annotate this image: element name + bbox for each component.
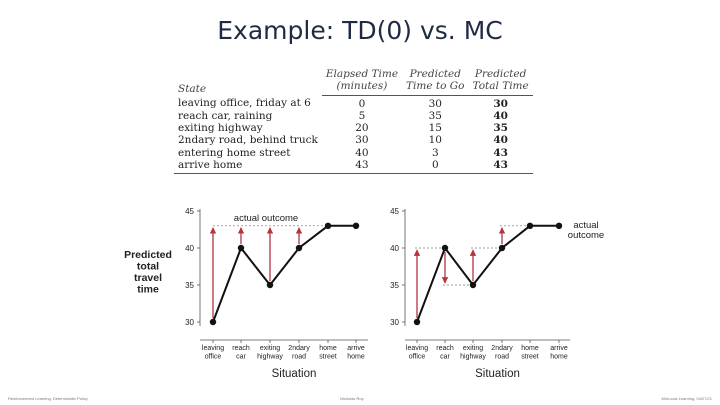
- x-tick-label: home: [347, 354, 365, 361]
- data-point: [441, 244, 449, 252]
- cell-state: exiting highway: [178, 122, 263, 135]
- header-total-line1: Predicted: [474, 68, 527, 80]
- y-tick-label: 30: [185, 318, 194, 327]
- x-axis-label: Situation: [475, 368, 520, 380]
- x-tick-label: office: [409, 354, 426, 361]
- table-row: exiting highway 20 15 35: [174, 122, 533, 134]
- data-point: [237, 244, 245, 252]
- cell-to-go: 3: [431, 146, 439, 159]
- y-axis-label-line: Predicted: [124, 249, 172, 261]
- x-tick-label: road: [292, 354, 306, 361]
- y-axis-label-line: time: [137, 284, 159, 296]
- cell-elapsed: 40: [355, 146, 369, 159]
- cell-elapsed: 20: [355, 122, 369, 135]
- header-elapsed-line1: Elapsed Time: [325, 68, 399, 80]
- prediction-line: [212, 224, 356, 323]
- y-tick-label: 30: [390, 318, 399, 327]
- data-point: [498, 244, 506, 252]
- data-point: [295, 244, 303, 252]
- x-tick-label: exiting: [463, 345, 483, 352]
- data-point: [266, 281, 274, 289]
- prediction-line: [416, 224, 559, 323]
- y-tick-label: 45: [185, 207, 194, 216]
- cell-elapsed: 43: [321, 159, 403, 175]
- cell-total: 40: [493, 109, 508, 122]
- data-point: [209, 318, 217, 326]
- cell-total: 43: [493, 146, 508, 159]
- x-tick-label: 2ndary: [288, 345, 310, 352]
- table-row: reach car, raining 5 35 40: [174, 110, 533, 122]
- x-tick-label: reach: [232, 345, 250, 352]
- y-axis-label-line: total: [137, 261, 159, 273]
- cell-state: arrive home: [174, 159, 322, 175]
- travel-time-table: State Elapsed Time Predicted Predicted (…: [174, 68, 533, 175]
- cell-total: 30: [493, 97, 508, 110]
- cell-elapsed: 0: [358, 97, 366, 110]
- cell-elapsed: 30: [355, 134, 369, 147]
- cell-state: 2ndary road, behind truck: [178, 134, 318, 147]
- x-tick-label: home: [319, 345, 337, 352]
- x-tick-label: reach: [436, 345, 454, 352]
- header-total-line2: Total Time: [468, 80, 533, 96]
- table-row: 2ndary road, behind truck 30 10 40: [174, 134, 533, 146]
- x-tick-label: road: [495, 354, 509, 361]
- footer-center: Nicholas Roy: [340, 396, 364, 401]
- cell-elapsed: 5: [358, 109, 366, 122]
- x-tick-label: highway: [460, 354, 486, 361]
- cell-to-go: 10: [428, 134, 442, 147]
- cell-to-go: 30: [428, 97, 442, 110]
- x-tick-label: leaving: [406, 345, 428, 352]
- data-point: [324, 222, 332, 229]
- x-tick-label: arrive: [550, 345, 568, 352]
- cell-total: 40: [493, 134, 508, 147]
- x-tick-label: leaving: [202, 345, 224, 352]
- data-point: [413, 318, 421, 326]
- cell-to-go: 35: [428, 109, 442, 122]
- y-tick-label: 40: [390, 244, 399, 253]
- x-tick-label: street: [319, 354, 337, 361]
- footer-left: Reinforcement Learning: Deterministic Po…: [8, 396, 88, 401]
- header-to-go-line1: Predicted: [409, 68, 461, 80]
- x-axis-label: Situation: [272, 368, 317, 380]
- annotation-actual-outcome: actual outcome: [234, 213, 298, 224]
- x-tick-label: office: [205, 354, 222, 361]
- x-tick-label: car: [236, 354, 246, 361]
- data-point: [469, 281, 477, 289]
- x-tick-label: highway: [257, 354, 283, 361]
- y-tick-label: 40: [185, 244, 194, 253]
- slide-title: Example: TD(0) vs. MC: [217, 16, 503, 45]
- cell-to-go: 15: [428, 122, 442, 135]
- cell-to-go: 0: [402, 159, 469, 175]
- y-tick-label: 35: [185, 281, 194, 290]
- cell-state: leaving office, friday at 6: [178, 97, 311, 110]
- y-tick-label: 45: [390, 207, 399, 216]
- table-row: entering home street 40 3 43: [174, 147, 533, 159]
- header-state: State: [178, 82, 207, 95]
- x-tick-label: street: [521, 354, 539, 361]
- x-tick-label: home: [550, 354, 568, 361]
- table-row: leaving office, friday at 6 0 30 30: [174, 95, 533, 110]
- x-tick-label: car: [440, 354, 450, 361]
- y-tick-label: 35: [390, 281, 399, 290]
- y-axis-label-line: travel: [134, 272, 162, 284]
- x-tick-label: 2ndary: [491, 345, 513, 352]
- annotation-actual-outcome: actual: [573, 220, 598, 231]
- header-to-go-line2: Time to Go: [402, 80, 469, 96]
- footer-right: Mini-cost Learning, 04/27/21: [661, 396, 712, 401]
- cell-total: 35: [493, 122, 508, 135]
- x-tick-label: arrive: [347, 345, 365, 352]
- cell-total: 43: [468, 159, 533, 175]
- data-point: [352, 222, 360, 229]
- data-point: [526, 222, 534, 229]
- cell-state: entering home street: [178, 146, 291, 159]
- x-tick-label: exiting: [260, 345, 280, 352]
- x-tick-label: home: [521, 345, 539, 352]
- data-point: [555, 222, 563, 229]
- cell-state: reach car, raining: [178, 109, 273, 122]
- header-elapsed-line2: (minutes): [321, 80, 403, 96]
- table-row: arrive home 43 0 43: [174, 159, 533, 175]
- annotation-actual-outcome: outcome: [568, 230, 604, 241]
